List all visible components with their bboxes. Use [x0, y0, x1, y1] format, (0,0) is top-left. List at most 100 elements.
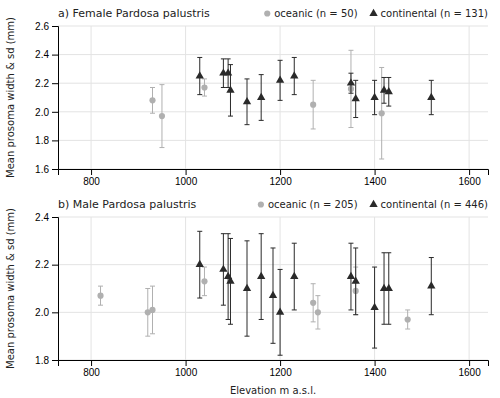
legend-marker: [258, 201, 264, 207]
error-cap: [379, 158, 384, 159]
error-cap: [372, 348, 377, 349]
x-tick: 800: [83, 360, 100, 378]
y-tick-mark: [52, 140, 58, 141]
y-tick-label: 1.6: [35, 164, 49, 175]
error-cap: [159, 147, 164, 148]
point: [370, 303, 378, 310]
point: [226, 86, 234, 93]
error-cap: [405, 309, 410, 310]
error-cap: [311, 321, 316, 322]
point: [427, 281, 435, 288]
error-cap: [228, 238, 233, 239]
x-tick-label: 1200: [269, 367, 292, 378]
point: [196, 71, 204, 78]
y-tick-mark: [52, 265, 58, 266]
error-cap: [382, 103, 387, 104]
x-tick-label: 1400: [364, 367, 387, 378]
grid-line-y: [58, 26, 488, 27]
y-tick: 2.0: [35, 307, 58, 318]
x-axis-title: Elevation m a.s.l.: [230, 385, 316, 396]
point: [226, 277, 234, 284]
error-cap: [221, 305, 226, 306]
error-cap: [228, 116, 233, 117]
figure: 80010001200140016001.61.82.02.22.42.6a) …: [0, 0, 500, 398]
error-cap: [405, 329, 410, 330]
grid-line-x: [91, 217, 92, 360]
x-tick-label: 1200: [269, 176, 292, 187]
y-axis-line: [52, 27, 59, 170]
error-cap: [202, 96, 207, 97]
x-tick-mark: [186, 360, 187, 366]
point: [257, 272, 265, 279]
point: [385, 87, 393, 94]
error-cap: [379, 67, 384, 68]
plot-area: 80010001200140016001.82.02.22.4: [35, 212, 488, 378]
y-tick: 2.4: [35, 49, 58, 60]
marks: [149, 50, 435, 159]
error-cap: [311, 283, 316, 284]
point: [243, 284, 251, 291]
legend-label: continental (n = 131): [381, 8, 489, 19]
x-axis-line: [59, 361, 489, 367]
grid-line-x: [280, 26, 281, 169]
x-tick-mark: [469, 360, 470, 366]
y-axis-line: [52, 218, 59, 361]
grid: [58, 26, 488, 169]
grid-line-x: [469, 26, 470, 169]
error-cap: [245, 240, 250, 241]
error-cap: [315, 295, 320, 296]
point: [347, 272, 355, 279]
error-cap: [429, 257, 434, 258]
error-cap: [226, 58, 231, 59]
error-cap: [202, 78, 207, 79]
error-cap: [278, 355, 283, 356]
point: [257, 93, 265, 100]
legend-label: oceanic (n = 50): [274, 8, 357, 19]
grid-line-y: [58, 217, 488, 218]
x-axis: 8001000120014001600: [59, 169, 489, 187]
error-cap: [372, 80, 377, 81]
error-cap: [197, 298, 202, 299]
x-tick: 800: [83, 169, 100, 187]
error-cap: [348, 309, 353, 310]
error-cap: [386, 77, 391, 78]
error-cap: [353, 80, 358, 81]
error-cap: [226, 233, 231, 234]
point: [196, 260, 204, 267]
point: [352, 277, 360, 284]
legend-entry: continental (n = 446): [369, 199, 488, 210]
error-cap: [372, 267, 377, 268]
x-tick: 1600: [458, 360, 481, 378]
legend-entry: continental (n = 131): [369, 8, 488, 19]
y-tick-label: 2.0: [35, 107, 49, 118]
point: [201, 84, 207, 90]
error-cap: [278, 100, 283, 101]
y-tick-label: 2.4: [35, 49, 49, 60]
y-tick-mark: [52, 312, 58, 313]
series: [196, 231, 436, 355]
point: [276, 76, 284, 83]
point: [347, 78, 355, 85]
error-cap: [353, 117, 358, 118]
error-cap: [353, 314, 358, 315]
error-cap: [98, 305, 103, 306]
point: [427, 93, 435, 100]
legend-label: continental (n = 446): [381, 199, 489, 210]
point: [149, 97, 155, 103]
x-tick-label: 800: [83, 367, 100, 378]
point: [310, 102, 316, 108]
x-tick: 1000: [175, 360, 198, 378]
error-cap: [386, 106, 391, 107]
y-tick: 2.2: [35, 259, 58, 270]
y-tick-label: 2.0: [35, 307, 49, 318]
series: [149, 50, 384, 159]
x-tick-mark: [91, 360, 92, 366]
plot-area: 80010001200140016001.61.82.02.22.42.6: [35, 21, 488, 187]
y-axis: 1.61.82.02.22.42.6: [35, 21, 58, 175]
y-tick-label: 2.2: [35, 259, 49, 270]
x-tick: 1600: [458, 169, 481, 187]
y-tick-mark: [52, 360, 58, 361]
error-cap: [386, 324, 391, 325]
error-cap: [150, 87, 155, 88]
error-cap: [259, 74, 264, 75]
